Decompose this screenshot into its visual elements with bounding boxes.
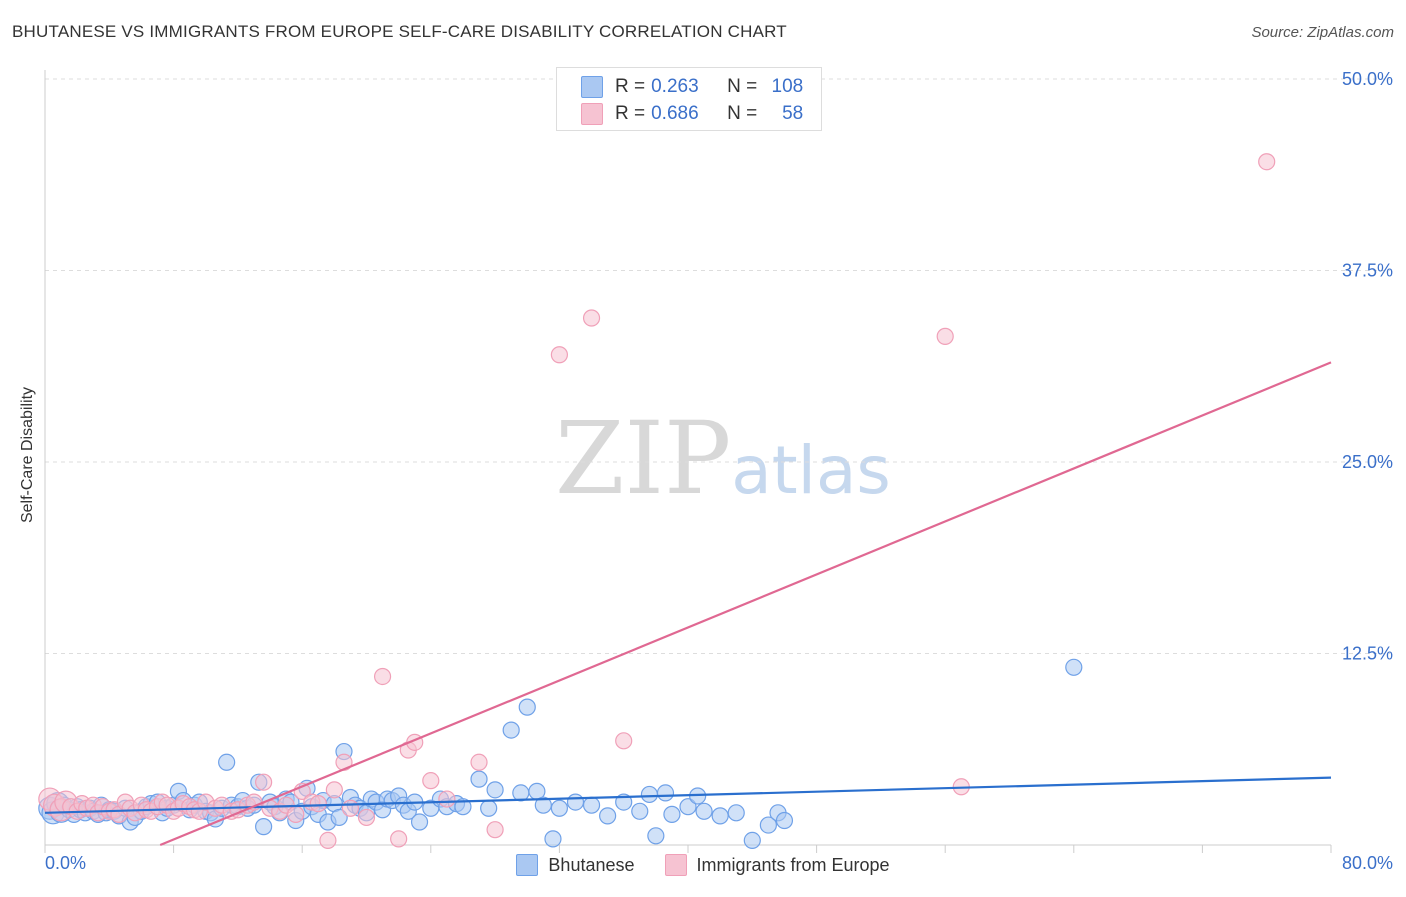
n-label: N =	[727, 76, 758, 97]
bhutanese-point	[255, 818, 273, 836]
n-value: 108	[771, 76, 804, 97]
europe-point	[357, 808, 376, 827]
bhutanese-point	[550, 799, 569, 817]
y-tick-label: 37.5%	[1342, 261, 1393, 281]
bhutanese-point	[544, 830, 562, 848]
n-label: N =	[727, 103, 758, 124]
r-label: R =	[615, 76, 646, 97]
bhutanese-point	[582, 796, 601, 814]
europe-point	[373, 667, 392, 686]
r-label: R =	[615, 103, 646, 124]
europe-point	[438, 790, 456, 808]
legend-item-immigrants-from-europe[interactable]: Immigrants from Europe	[664, 854, 890, 876]
europe-point	[422, 772, 440, 790]
europe-point	[325, 781, 343, 799]
bhutanese-point	[656, 784, 675, 802]
bhutanese-point	[534, 796, 552, 814]
europe-point	[550, 346, 569, 364]
bhutanese-point	[566, 793, 585, 811]
bhutanese-point	[775, 811, 794, 830]
bhutanese-point	[743, 831, 761, 850]
series-legend: Bhutanese Immigrants from Europe	[0, 852, 1406, 878]
pink-swatch-icon	[664, 854, 687, 876]
europe-point	[936, 327, 954, 345]
bhutanese-point	[727, 804, 745, 822]
europe-point	[319, 831, 337, 850]
bhutanese-point	[640, 785, 659, 804]
europe-point	[390, 830, 408, 848]
watermark-atlas: atlas	[731, 432, 891, 509]
r-value: 0.263	[651, 76, 699, 97]
bhutanese-point	[647, 827, 665, 845]
europe-point	[309, 795, 327, 813]
bhutanese-point	[454, 798, 472, 816]
bhutanese-point	[480, 799, 498, 817]
legend-label: Bhutanese	[548, 854, 635, 875]
bhutanese-point	[486, 781, 504, 799]
europe-point	[1258, 153, 1276, 171]
n-value: 58	[782, 103, 804, 124]
legend-item-bhutanese[interactable]: Bhutanese	[516, 854, 635, 876]
r-value: 0.686	[651, 103, 699, 124]
bhutanese-trendline	[44, 776, 1332, 814]
europe-point	[341, 799, 360, 817]
europe-point	[287, 805, 305, 823]
blue-swatch-icon	[516, 854, 539, 876]
y-tick-label: 25.0%	[1342, 452, 1393, 472]
bhutanese-point	[1065, 658, 1083, 676]
europe-trendline	[159, 361, 1332, 847]
blue-swatch-icon	[581, 76, 603, 98]
bhutanese-point	[679, 798, 697, 816]
europe-point	[582, 309, 601, 327]
bhutanese-point	[512, 784, 530, 802]
bhutanese-point	[599, 807, 617, 825]
europe-point	[255, 773, 273, 791]
chart-source: Source: ZipAtlas.com	[1251, 24, 1394, 41]
stats-legend-row-bhutanese: R = 0.263 N = 108	[581, 76, 803, 98]
bhutanese-point	[631, 802, 649, 820]
pink-swatch-icon	[581, 103, 603, 125]
stats-legend: R = 0.263 N = 108 R = 0.686 N = 58	[556, 67, 822, 131]
europe-point	[615, 732, 633, 750]
europe-point	[470, 753, 488, 771]
europe-point	[486, 821, 504, 839]
legend-label: Immigrants from Europe	[696, 854, 890, 875]
bhutanese-point	[502, 721, 520, 739]
x-tick-label: 0.0%	[45, 853, 86, 873]
bhutanese-point	[518, 698, 536, 716]
bhutanese-point	[711, 807, 729, 825]
y-axis-label: Self-Care Disability	[19, 386, 36, 524]
y-tick-label: 12.5%	[1342, 644, 1393, 664]
x-tick-label: 80.0%	[1342, 853, 1393, 873]
bhutanese-point	[330, 808, 348, 827]
stats-legend-row-europe: R = 0.686 N = 58	[581, 103, 803, 125]
bhutanese-point	[759, 816, 777, 834]
watermark: ZIPatlas	[555, 400, 891, 517]
bhutanese-point	[410, 813, 429, 831]
chart-title: BHUTANESE VS IMMIGRANTS FROM EUROPE SELF…	[12, 22, 787, 41]
watermark-zip: ZIP	[555, 400, 732, 517]
y-tick-label: 50.0%	[1342, 69, 1393, 89]
bhutanese-point	[695, 802, 713, 820]
bhutanese-point	[470, 770, 488, 788]
bhutanese-point	[218, 753, 236, 771]
bhutanese-point	[663, 805, 681, 823]
